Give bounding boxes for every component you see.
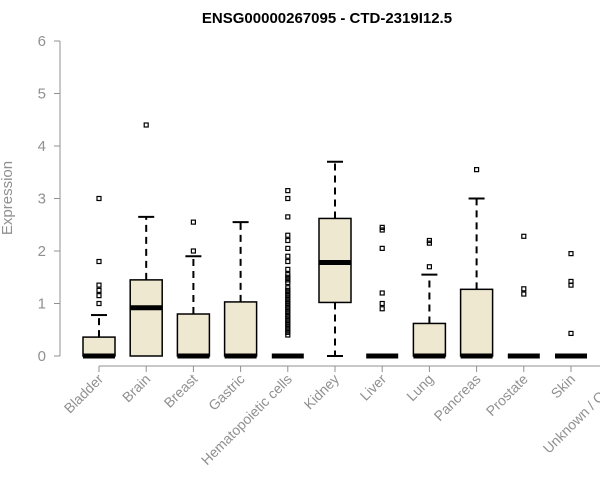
outlier-point (285, 321, 291, 328)
outlier-point (568, 282, 574, 288)
outlier-point (285, 327, 291, 333)
box (459, 288, 494, 357)
outlier-point (426, 237, 432, 244)
chart-title: ENSG00000267095 - CTD-2319I12.5 (202, 10, 452, 27)
outlier-point (285, 306, 291, 312)
outlier-point (285, 311, 291, 317)
outlier-point (285, 195, 291, 202)
x-tick-label: Pancreas (431, 371, 484, 424)
outlier-point (96, 287, 102, 293)
x-tick-label: Lung (403, 371, 436, 404)
outlier-point (285, 237, 291, 244)
outlier-point (96, 300, 102, 307)
outlier-point (285, 287, 291, 293)
outlier-point (285, 258, 291, 265)
box-group (271, 188, 304, 359)
x-tick-label: Breast (161, 371, 201, 411)
outlier-point (285, 324, 291, 330)
outlier-point (285, 232, 291, 238)
outlier-point (285, 188, 291, 194)
outlier-point (285, 293, 291, 299)
box-group (555, 251, 587, 359)
outlier-point (285, 253, 291, 259)
x-tick-label: Gastric (205, 371, 248, 414)
box-group (82, 195, 116, 359)
outlier-point (285, 266, 291, 272)
outlier-point (285, 314, 291, 320)
outlier-point (96, 195, 102, 202)
box-group (507, 233, 540, 359)
outlier-point (568, 251, 574, 257)
outlier-point (285, 290, 291, 296)
box-group (223, 221, 258, 359)
box (129, 279, 163, 357)
outlier-point (285, 279, 291, 286)
outlier-point (285, 329, 291, 335)
outlier-point (379, 306, 385, 312)
box (176, 313, 211, 357)
outlier-point (521, 233, 527, 239)
box-group (459, 167, 494, 359)
box-group (412, 237, 447, 359)
y-tick-label: 3 (38, 191, 46, 208)
outlier-point (521, 291, 527, 297)
y-tick-label: 6 (38, 33, 46, 50)
outlier-point (379, 290, 385, 296)
outlier-point (285, 303, 291, 309)
x-tick-label: Kidney (301, 371, 343, 413)
outlier-point (190, 219, 196, 225)
outlier-point (285, 274, 291, 280)
x-tick-label: Hematopoietic cells (198, 371, 295, 468)
box-group (176, 219, 211, 359)
outlier-point (143, 122, 149, 128)
outlier-point (379, 245, 385, 251)
outlier-point (96, 282, 102, 288)
y-axis: 0 1 2 3 4 5 6 (38, 33, 61, 365)
y-tick-label: 5 (38, 86, 46, 103)
box (412, 322, 447, 357)
outlier-point (426, 264, 432, 270)
x-tick-label: Liver (357, 371, 390, 404)
outlier-point (474, 167, 480, 173)
outlier-point (521, 286, 527, 292)
outlier-point (285, 332, 291, 338)
outlier-point (285, 308, 291, 314)
outlier-point (285, 316, 291, 322)
outlier-point (285, 319, 291, 325)
outlier-point (96, 258, 102, 265)
outlier-point (426, 240, 432, 246)
x-tick-label: Bladder (61, 371, 107, 417)
outlier-point (379, 224, 385, 230)
outlier-point (285, 285, 291, 291)
outlier-point (285, 277, 291, 283)
box-group (318, 160, 352, 357)
y-tick-label: 4 (38, 138, 46, 155)
y-axis-label: Expression (0, 161, 16, 235)
y-tick-label: 0 (38, 348, 46, 365)
x-tick-label: Prostate (483, 371, 531, 419)
x-tick-label: Brain (119, 371, 153, 405)
outlier-point (285, 245, 291, 251)
outlier-point (568, 330, 574, 337)
outlier-point (285, 272, 291, 278)
outlier-point (285, 295, 291, 301)
outlier-point (96, 293, 102, 299)
y-tick-label: 2 (38, 243, 46, 260)
outlier-point (379, 300, 385, 307)
box-group (366, 224, 399, 359)
plot-area (82, 122, 587, 359)
box (223, 301, 258, 357)
y-tick-label: 1 (38, 296, 46, 313)
outlier-point (285, 298, 291, 304)
x-tick-label: Skin (548, 371, 579, 402)
outlier-point (379, 227, 385, 233)
outlier-point (285, 300, 291, 307)
box (82, 336, 116, 357)
outlier-point (285, 214, 291, 220)
box-group (129, 122, 163, 357)
outlier-point (190, 248, 196, 254)
